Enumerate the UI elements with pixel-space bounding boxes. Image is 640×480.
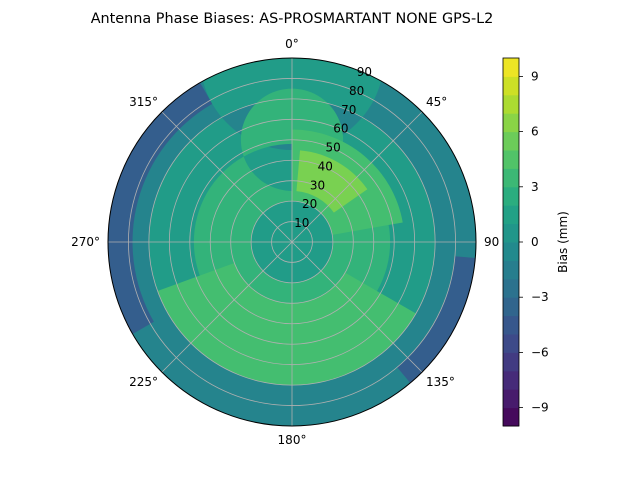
- zenith-label: 70: [341, 103, 356, 117]
- zenith-label: 10: [294, 216, 309, 230]
- colorbar: −9 −6 −3 0 3 6 9: [502, 57, 549, 427]
- azimuth-label: 0°: [285, 37, 299, 51]
- zenith-label: 30: [310, 178, 325, 192]
- azimuth-label: 315°: [129, 95, 158, 109]
- zenith-label: 50: [325, 141, 340, 155]
- contour-region-west-edge: [108, 82, 213, 334]
- colorbar-label: Bias (mm): [556, 211, 570, 273]
- polar-grid: [108, 58, 476, 426]
- colorbar-level: [503, 58, 519, 77]
- colorbar-tick-label: 0: [531, 235, 539, 249]
- zenith-tick-labels: 10 20 30 40 50 60 70 80 90: [294, 65, 372, 230]
- colorbar-level: [503, 94, 519, 114]
- azimuth-label: 90: [484, 235, 499, 249]
- colorbar-tick-label: 9: [531, 69, 539, 83]
- colorbar-level: [503, 205, 519, 225]
- colorbar-level: [503, 223, 519, 243]
- colorbar-tick-label: 3: [531, 180, 539, 194]
- zenith-label: 90: [357, 65, 372, 79]
- chart-title: Antenna Phase Biases: AS-PROSMARTANT NON…: [91, 11, 494, 27]
- grid-spoke-225: [161, 241, 293, 373]
- colorbar-level: [503, 297, 519, 317]
- colorbar-level: [503, 242, 519, 261]
- contour-region-south-band: [157, 262, 416, 386]
- colorbar-level: [503, 370, 519, 390]
- azimuth-label: 135°: [426, 375, 455, 389]
- contour-region-north-east-peak: [296, 150, 368, 213]
- colorbar-tick-label: 6: [531, 125, 539, 139]
- colorbar-level: [503, 389, 519, 409]
- grid-spoke-315: [161, 111, 293, 243]
- colorbar-level: [503, 315, 519, 335]
- colorbar-level: [503, 407, 519, 427]
- zenith-label: 80: [349, 84, 364, 98]
- zenith-label: 20: [302, 197, 317, 211]
- colorbar-level: [503, 76, 519, 96]
- colorbar-level: [503, 131, 519, 151]
- azimuth-tick-labels: 0° 45° 90 135° 180° 225° 270° 315°: [71, 37, 499, 447]
- azimuth-label: 225°: [129, 375, 158, 389]
- colorbar-level: [503, 334, 519, 353]
- colorbar-level: [503, 260, 519, 280]
- colorbar-tick-label: −3: [531, 290, 549, 304]
- colorbar-level: [503, 352, 519, 372]
- zenith-label: 40: [318, 159, 333, 173]
- azimuth-label: 270°: [71, 235, 100, 249]
- colorbar-level: [503, 278, 519, 298]
- colorbar-level: [503, 168, 519, 188]
- grid-spoke-135: [291, 241, 423, 373]
- colorbar-level: [503, 186, 519, 206]
- grid-spoke-45: [291, 111, 423, 243]
- azimuth-label: 45°: [426, 95, 447, 109]
- colorbar-level: [503, 113, 519, 133]
- colorbar-tick-label: −9: [531, 401, 549, 415]
- plot-frame: [107, 57, 477, 427]
- colorbar-level: [503, 150, 519, 169]
- colorbar-tick-label: −6: [531, 345, 549, 359]
- zenith-label: 60: [333, 122, 348, 136]
- azimuth-label: 180°: [278, 433, 307, 447]
